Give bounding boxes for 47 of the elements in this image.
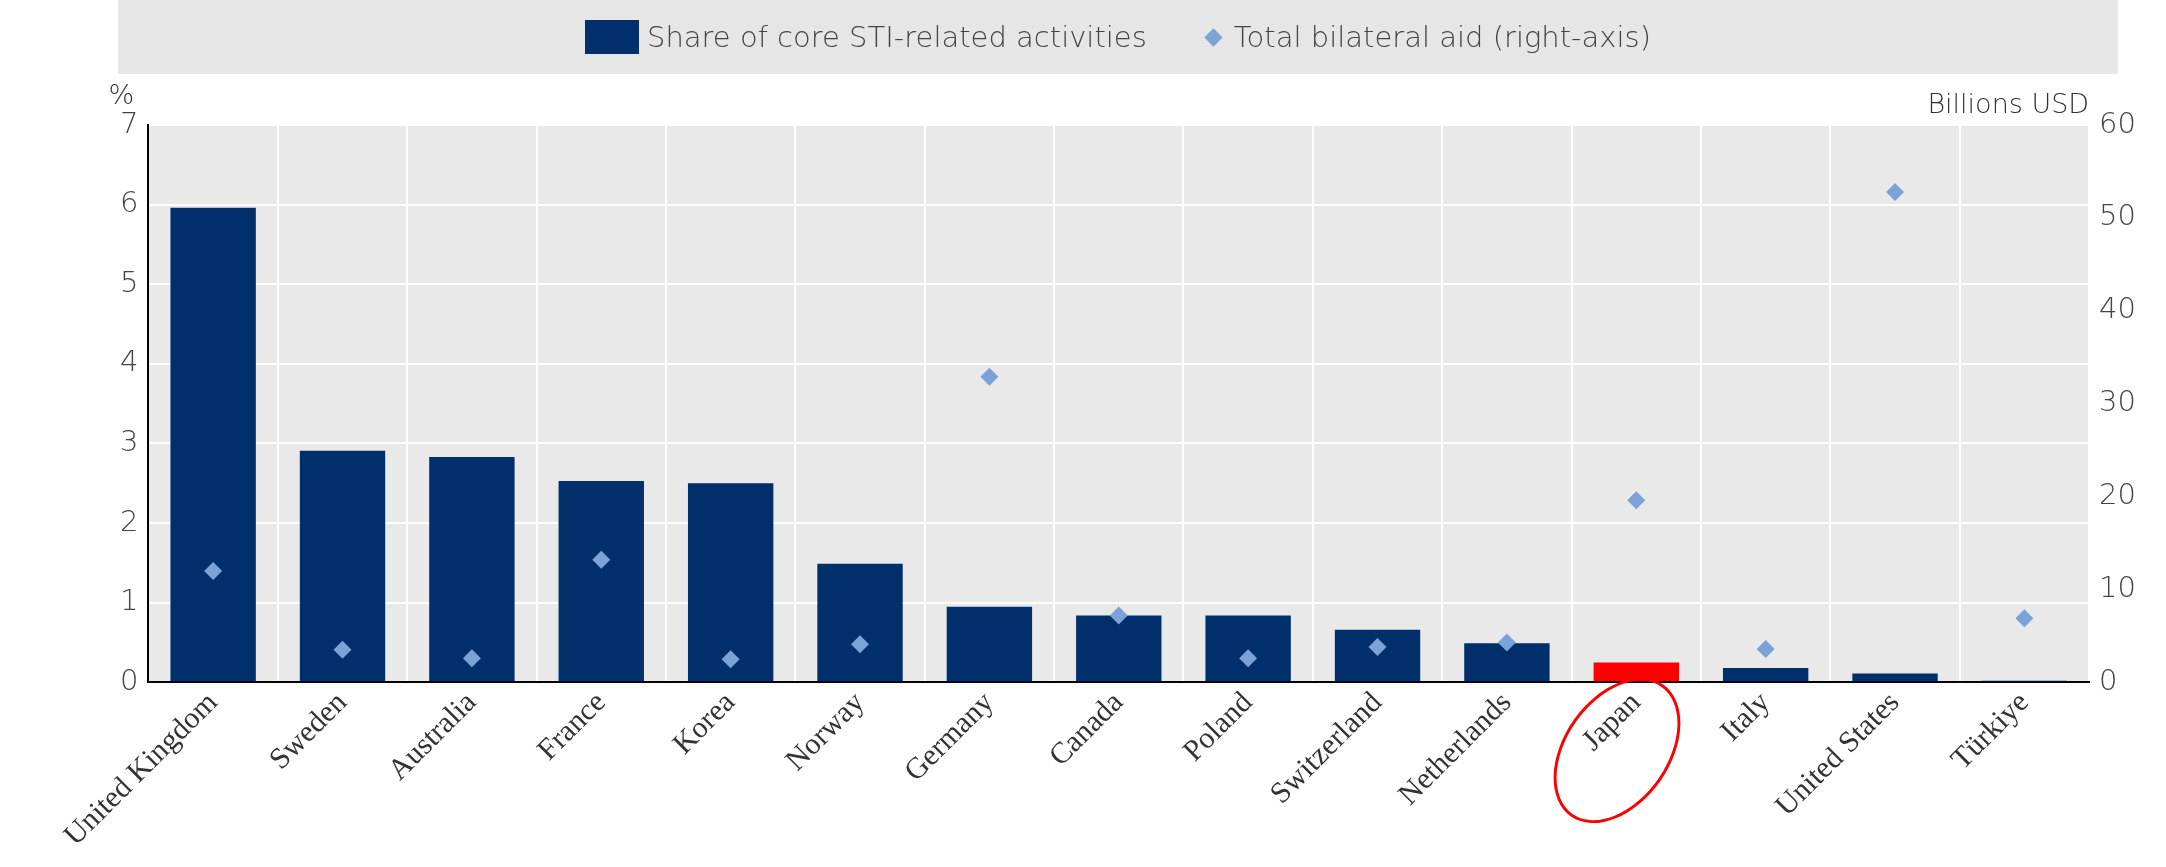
y2-tick-label: 20 [2099,477,2136,512]
x-tick-label: Italy [1713,684,1776,747]
y2-tick-label: 60 [2099,105,2136,140]
y-tick-label: 4 [120,344,139,379]
point [980,367,999,386]
bar [429,457,515,682]
point [1497,633,1516,652]
point [1756,639,1775,658]
legend-label: Share of core STI-related activities [647,20,1147,54]
y2-tick-label: 40 [2099,291,2136,326]
y2-tick-label: 10 [2099,570,2136,604]
point [2015,609,2034,628]
bar [170,207,256,682]
point [204,561,223,580]
point [462,649,481,668]
y2-tick-label: 0 [2099,662,2118,697]
bar [687,483,774,682]
bar [299,450,386,682]
bar [946,606,1033,682]
point [1886,182,1905,201]
bar [1593,662,1679,682]
point [1239,649,1258,668]
point [851,635,870,654]
bar [558,480,644,682]
point [1368,638,1387,657]
y2-tick-label: 50 [2099,198,2136,233]
legend-label: Total bilateral aid (right-axis) [1233,20,1651,54]
y-tick-label: 5 [120,264,139,299]
bar [1852,673,1938,682]
point [1627,491,1646,510]
y-tick-label: 0 [120,662,139,697]
bar [1334,629,1421,682]
y-tick-label: 2 [120,503,139,538]
bar [1464,643,1550,682]
y-tick-label: 3 [120,424,139,459]
bar [1722,668,1809,682]
bar [817,563,903,682]
y-tick-label: 6 [120,185,139,220]
point [721,650,740,669]
y2-tick-label: 30 [2099,384,2136,419]
point [592,550,611,569]
point [333,640,352,659]
bar [1076,615,1162,682]
bar [1205,615,1291,682]
point [1109,606,1128,625]
y-tick-label: 1 [120,583,139,618]
y2-axis-title: Billions USD [1927,87,2090,119]
